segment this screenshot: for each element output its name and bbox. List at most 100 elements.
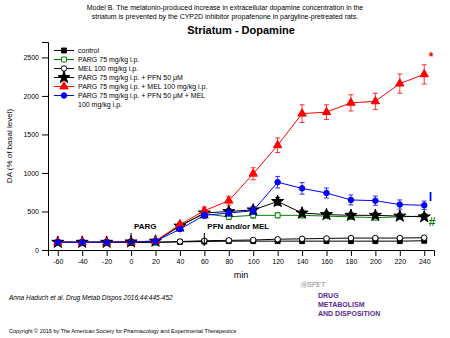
point [371,97,379,104]
error-bar [324,188,329,198]
logo-text-line: METABOLISM [318,301,365,308]
point [373,235,379,241]
legend-marker [60,82,68,89]
x-tick-mark [400,250,401,256]
point [421,203,427,209]
point [79,240,85,246]
point [174,220,186,231]
x-tick: 220 [394,250,406,265]
legend-label-line: PARG 75 mg/kg i.p. + MEL 100 mg/kg i.p. [78,82,207,90]
legend: control PARG 75 mg/kg i.p.MEL 100 mg/kg i… [54,46,207,108]
point [52,236,64,247]
annotation-arrow [131,233,132,245]
point [299,186,305,192]
point [78,237,86,244]
y-tick-label: 1500 [23,131,39,138]
error-bar [397,200,402,209]
x-tick-mark [302,250,303,256]
point [55,240,61,246]
error-bar [422,201,427,209]
y-tick-mark [42,173,48,174]
error-bar [373,196,378,205]
point [104,240,109,245]
legend-entry: MEL 100 mg/kg i.p. [54,64,138,72]
point [348,235,354,241]
x-tick-label: 20 [152,258,160,265]
series-line [58,182,424,242]
logo-text-line: AND DISPOSITION [318,310,380,317]
x-tick-label: -40 [78,258,88,265]
point [396,79,404,86]
point [80,240,85,245]
x-tick-label: 100 [248,258,260,265]
x-tick-label: 120 [272,258,284,265]
y-axis: 05001000150020002500 [23,43,48,254]
y-tick-label: 1000 [23,170,39,177]
error-bar [226,210,231,216]
error-bar [275,213,280,218]
x-tick: -60 [53,250,63,265]
point [298,109,306,116]
point [421,235,427,241]
x-axis-title: min [234,270,249,280]
y-tick: 500 [27,208,48,215]
x-tick: 180 [346,250,358,265]
legend-label-line: MEL 100 mg/kg i.p. [78,64,138,72]
point [80,240,85,245]
point [397,202,403,208]
x-tick: 240 [419,250,431,265]
legend-label-line: 100 mg/kg i.p. [78,100,122,108]
x-tick-label: -20 [102,258,112,265]
y-axis-title: DA (% of basal level) [5,109,14,184]
point [273,140,281,147]
legend-label: MEL 100 mg/kg i.p. [78,64,138,72]
point [76,236,88,247]
annotation: PFN and/or MEL [207,222,269,231]
error-bar [300,183,305,195]
legend-entry: PARG 75 mg/kg i.p. [54,55,139,63]
x-tick-label: 140 [297,258,309,265]
legend-label: PARG 75 mg/kg i.p. + PFN 50 μM + MEL100 … [78,91,205,108]
point [79,240,85,246]
legend-entry: PARG 75 mg/kg i.p. + MEL 100 mg/kg i.p. [54,82,207,91]
y-tick-mark [42,96,48,97]
x-tick-mark [107,250,108,256]
x-tick: 0 [130,250,134,265]
y-tick-mark [42,134,48,135]
series-line [58,214,424,243]
point [101,236,113,247]
legend-marker [61,93,67,99]
x-tick-mark [204,250,205,256]
x-tick: -20 [102,250,112,265]
point [176,220,184,227]
x-tick-mark [327,250,328,256]
series [55,176,427,245]
point [55,240,60,245]
point [177,239,182,244]
point [177,239,183,245]
point [54,237,62,244]
x-tick-mark [424,250,425,256]
y-tick-mark [42,211,48,212]
y-tick-label: 500 [27,208,39,215]
x-tick-mark [351,250,352,256]
legend-label-line: control [78,46,99,53]
y-tick: 2500 [23,54,48,61]
x-tick-mark [229,250,230,256]
point [348,197,354,203]
x-tick-label: 160 [321,258,333,265]
point [275,236,281,242]
x-tick-label: -60 [53,258,63,265]
point [202,213,208,219]
point [250,208,256,214]
legend-label-line: PARG 75 mg/kg i.p. [78,55,139,63]
x-tick: 40 [177,250,185,265]
error-bar [202,212,207,218]
x-tick: 60 [201,250,209,265]
error-bar [348,195,353,205]
x-tick-mark [82,250,83,256]
point [177,226,183,232]
x-axis: -60-40-200204060801001201401601802002202… [49,250,435,265]
point [296,207,308,218]
point [104,240,109,245]
